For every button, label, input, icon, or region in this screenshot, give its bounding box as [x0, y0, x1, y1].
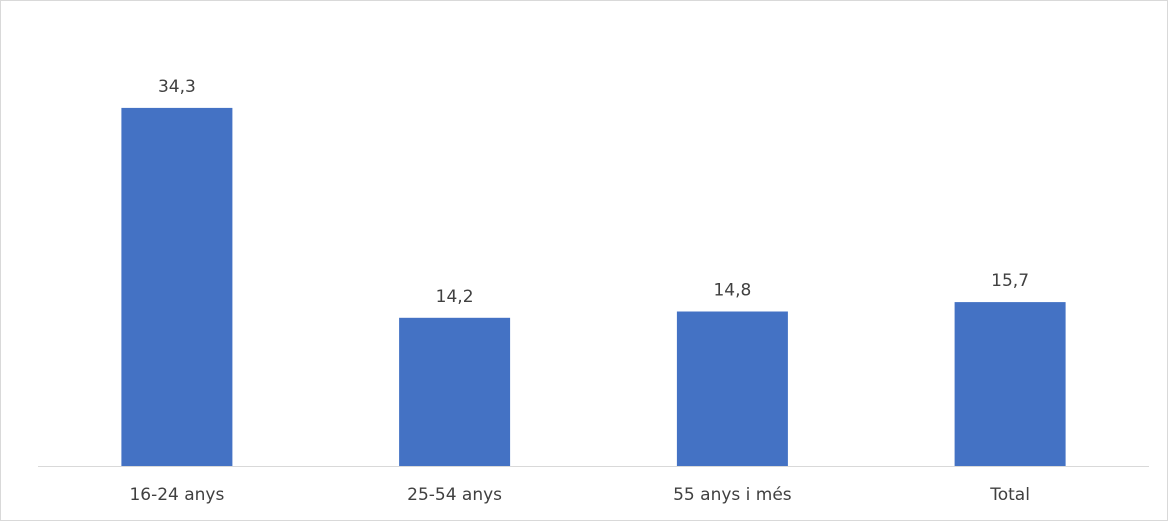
category-label-25-54-anys: 25-54 anys: [407, 485, 502, 505]
category-labels-layer: 16-24 anys 25-54 anys 55 anys i més Total: [129, 485, 1030, 505]
category-label-55-anys-i-mes: 55 anys i més: [673, 485, 792, 505]
category-label-total: Total: [989, 485, 1030, 505]
value-label-total: 15,7: [991, 271, 1029, 291]
category-label-16-24-anys: 16-24 anys: [129, 485, 224, 505]
value-label-25-54-anys: 14,2: [436, 287, 474, 307]
value-label-55-anys-i-mes: 14,8: [713, 281, 751, 301]
bar-25-54-anys: [399, 317, 511, 466]
value-labels-layer: 34,3 14,2 14,8 15,7: [158, 77, 1029, 307]
bar-16-24-anys: [121, 107, 233, 467]
value-label-16-24-anys: 34,3: [158, 77, 196, 97]
bars-layer: [121, 107, 1066, 467]
bar-total: [954, 302, 1066, 466]
bar-55-anys-i-mes: [676, 311, 788, 466]
